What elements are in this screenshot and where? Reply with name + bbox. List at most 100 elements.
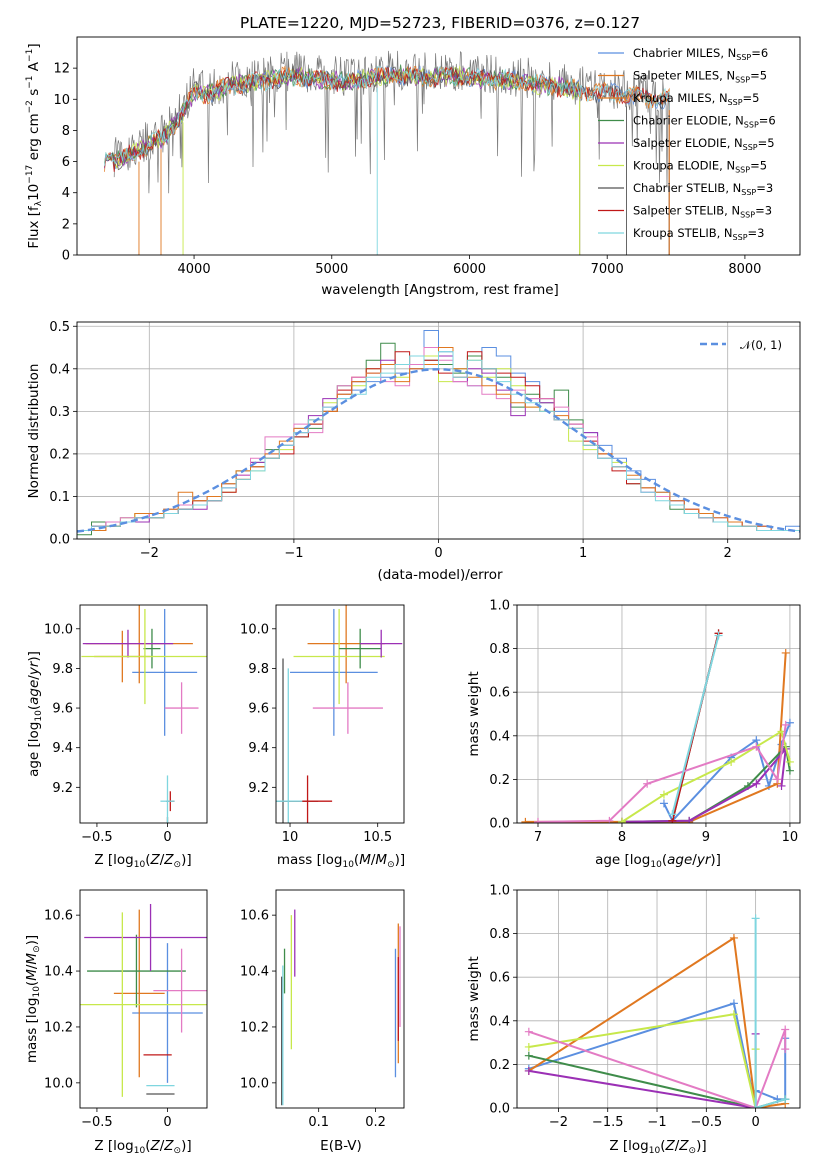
- y-tick-label: 8: [62, 124, 70, 139]
- weight-marker: [752, 779, 761, 788]
- legend-entry: Kroupa MILES, NSSP=5: [633, 91, 759, 107]
- y-tick-label: 12: [53, 62, 70, 77]
- figure-title: PLATE=1220, MJD=52723, FIBERID=0376, z=0…: [240, 14, 640, 32]
- y-tick-label: 9.8: [248, 662, 269, 677]
- y-tick-label: 4: [62, 186, 70, 201]
- legend-entry: Chabrier MILES, NSSP=6: [633, 46, 768, 62]
- y-tick-label: 9.8: [52, 662, 73, 677]
- weight-marker: [714, 631, 723, 640]
- x-tick-label: 6000: [453, 262, 486, 277]
- y-tick-label: 0.8: [489, 927, 510, 942]
- weight-marker: [785, 718, 794, 727]
- x-tick-label: 2: [724, 546, 732, 561]
- x-tick-label: 4000: [178, 262, 211, 277]
- legend-entry: Chabrier STELIB, NSSP=3: [633, 181, 773, 197]
- legend-entry: Salpeter ELODIE, NSSP=5: [633, 136, 775, 152]
- y-tick-label: 10.6: [44, 909, 73, 924]
- y-tick-label: 10.0: [44, 622, 73, 637]
- y-tick-label: 2: [62, 217, 70, 232]
- y-tick-label: 10.4: [44, 965, 73, 980]
- weight-marker: [668, 810, 677, 819]
- x-tick-label: −0.5: [691, 1115, 723, 1130]
- weight-marker: [524, 1066, 533, 1075]
- weight-marker: [773, 775, 782, 784]
- weight-marker: [524, 1051, 533, 1060]
- y-tick-label: 6: [62, 155, 70, 170]
- weight-marker: [643, 779, 652, 788]
- legend: Chabrier MILES, NSSP=6 Salpeter MILES, NS…: [598, 46, 776, 242]
- x-tick-label: 0: [163, 1115, 171, 1130]
- x-tick-label: −1.5: [592, 1115, 624, 1130]
- x-tick-label: −2: [549, 1115, 568, 1130]
- y-tick-label: 0.6: [489, 686, 510, 701]
- weight-marker: [524, 1027, 533, 1036]
- weight-marker: [777, 781, 786, 790]
- y-axis-label: Flux [fλ10−17 erg cm−2 s−1 A−1]: [25, 43, 44, 248]
- weight-marker: [617, 817, 626, 823]
- weight-marker: [781, 720, 790, 729]
- y-tick-label: 0.4: [49, 362, 70, 377]
- axes-frame: [79, 604, 208, 824]
- spectrum-panel: 4000 5000 6000 7000 8000 0 2 4 6 8 10 12 wavelength …: [25, 36, 801, 298]
- x-tick-label: 5000: [315, 262, 348, 277]
- axes-frame: [516, 604, 801, 824]
- age-vs-mass-panel: 10 10.5 9.2 9.4 9.6 9.8 10.0 mass [log10(M/M⊙)]: [240, 604, 405, 870]
- y-tick-label: 1.0: [489, 884, 510, 899]
- weight-marker: [729, 999, 738, 1008]
- y-tick-label: 10.0: [240, 622, 269, 637]
- residuals-panel: −2 −1 0 1 2 0.0 0.1 0.2 0.3 0.4 0.5 (data-model)/er…: [26, 320, 801, 583]
- y-axis-label: mass weight: [466, 671, 482, 756]
- x-tick-label: 8000: [728, 262, 761, 277]
- axes-frame: [76, 321, 801, 540]
- mass-weight-vs-metallicity-panel: −2 −1.5 −1 −0.5 0 0.0 0.2 0.4 0.6 0.8 1.0 mass weig…: [466, 884, 801, 1156]
- y-tick-label: 0.2: [49, 447, 70, 462]
- y-tick-label: 9.2: [248, 781, 269, 796]
- weight-series-line: [528, 936, 786, 1108]
- mass-vs-ebv-panel: 0.1 0.2 10.0 10.2 10.4 10.6 E(B-V): [240, 889, 405, 1154]
- x-axis-label: wavelength [Angstrom, rest frame]: [321, 282, 559, 298]
- x-axis-label: (data-model)/error: [377, 567, 503, 583]
- histogram-series: [77, 351, 800, 539]
- plot-area: [276, 605, 403, 823]
- plot-area: [81, 605, 207, 823]
- normal-curve: [77, 368, 800, 533]
- y-axis-label: age [log10(age/yr)]: [26, 651, 44, 777]
- weight-series-line: [528, 1029, 787, 1108]
- x-tick-label: 8: [618, 830, 626, 845]
- y-tick-label: 0.0: [489, 817, 510, 832]
- y-tick-label: 9.6: [52, 702, 73, 717]
- x-tick-label: −1: [284, 546, 303, 561]
- y-tick-label: 9.2: [52, 781, 73, 796]
- weight-marker: [729, 933, 738, 942]
- weight-series-line: [525, 652, 787, 823]
- y-tick-label: 0.1: [49, 490, 70, 505]
- x-tick-label: 1: [579, 546, 587, 561]
- legend-entry: Kroupa STELIB, NSSP=3: [633, 226, 764, 242]
- x-tick-label: −2: [140, 546, 159, 561]
- x-tick-label: −0.5: [81, 1115, 113, 1130]
- y-tick-label: 9.4: [248, 741, 269, 756]
- x-axis-label: E(B-V): [320, 1138, 362, 1154]
- mass-weight-vs-age-panel: 7 8 9 10 0.0 0.2 0.4 0.6 0.8 1.0 mass weight age [l…: [466, 599, 801, 870]
- x-tick-label: 0: [434, 546, 442, 561]
- legend-entry: 𝒩(0, 1): [740, 338, 782, 352]
- y-tick-label: 1.0: [489, 599, 510, 614]
- x-tick-label: 0: [751, 1115, 759, 1130]
- y-tick-label: 0.4: [489, 729, 510, 744]
- y-tick-label: 9.6: [248, 702, 269, 717]
- weight-marker: [685, 816, 694, 823]
- legend-entry: Kroupa ELODIE, NSSP=5: [633, 159, 767, 175]
- y-tick-label: 0: [62, 249, 70, 264]
- y-tick-label: 10: [53, 93, 70, 108]
- y-tick-label: 10.6: [240, 909, 269, 924]
- weight-marker: [751, 914, 760, 923]
- x-tick-label: 0: [163, 830, 171, 845]
- weight-marker: [521, 817, 530, 823]
- model-spectrum-line: [104, 65, 670, 255]
- weight-marker: [781, 1025, 790, 1034]
- weight-series-line: [528, 1013, 757, 1108]
- weight-marker: [752, 742, 761, 751]
- weight-series-line: [671, 635, 720, 815]
- weight-marker: [781, 1095, 790, 1104]
- plot-area: [80, 903, 207, 1097]
